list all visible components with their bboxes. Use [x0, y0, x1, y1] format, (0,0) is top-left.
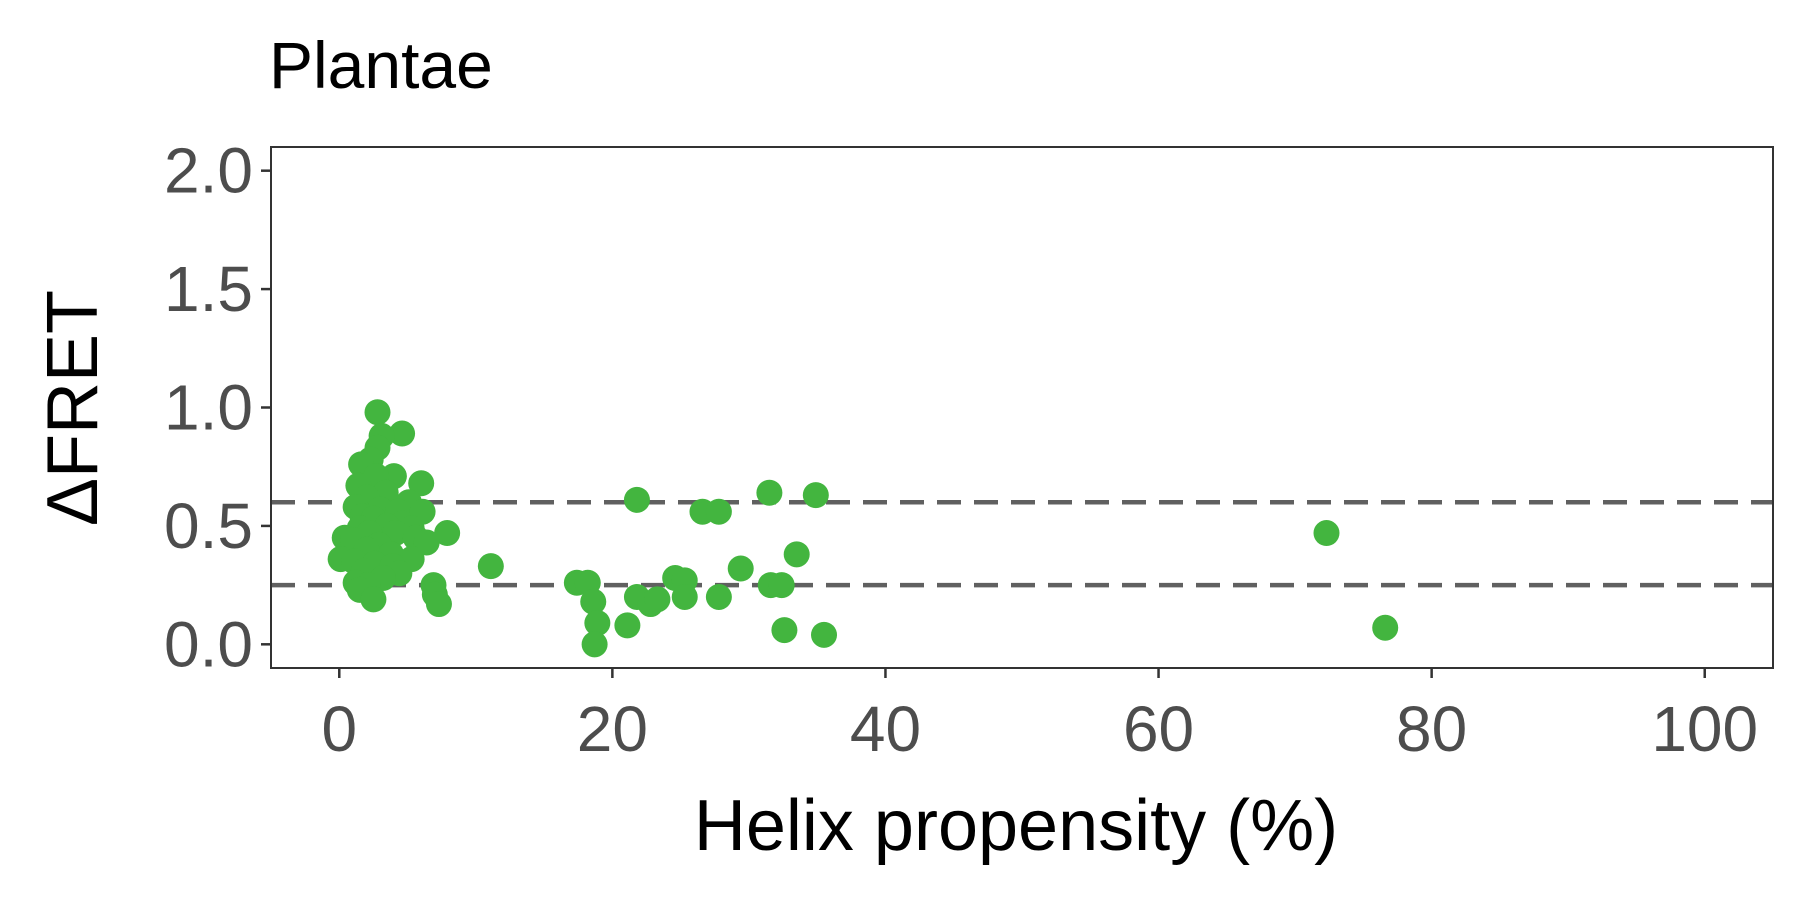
- data-point: [802, 482, 829, 509]
- y-tick-label: 1.0: [164, 372, 253, 444]
- data-point: [623, 486, 650, 513]
- data-point: [671, 583, 698, 610]
- y-axis-title: ΔFRET: [33, 290, 113, 526]
- plot-panel-background: [271, 147, 1773, 668]
- chart-title: Plantae: [269, 28, 493, 102]
- data-point: [434, 520, 461, 547]
- x-tick-label: 0: [321, 693, 357, 765]
- data-point: [705, 583, 732, 610]
- x-tick-label: 40: [850, 693, 921, 765]
- y-tick-label: 1.5: [164, 253, 253, 325]
- data-point: [360, 586, 387, 613]
- x-tick-label: 20: [577, 693, 648, 765]
- data-point: [811, 621, 838, 648]
- x-axis-title: Helix propensity (%): [694, 786, 1338, 866]
- y-tick-label: 0.5: [164, 490, 253, 562]
- data-point: [408, 470, 435, 497]
- data-point: [614, 612, 641, 639]
- data-point: [389, 420, 416, 447]
- y-tick-label: 2.0: [164, 135, 253, 207]
- data-point: [425, 591, 452, 618]
- plot-area: 0 20 40 60 80 100 0.0 0.5 1.0 1.5 2.0: [164, 135, 1774, 765]
- y-tick-label: 0.0: [164, 608, 253, 680]
- data-point: [1372, 614, 1399, 641]
- data-point: [756, 479, 783, 506]
- data-point: [364, 399, 391, 426]
- data-point: [1313, 520, 1340, 547]
- data-point: [771, 617, 798, 644]
- data-point: [413, 529, 440, 556]
- data-point: [705, 498, 732, 525]
- data-point: [727, 555, 754, 582]
- x-tick-label: 60: [1123, 693, 1194, 765]
- data-point: [477, 553, 504, 580]
- data-point: [584, 610, 611, 637]
- data-point: [580, 588, 607, 615]
- data-point: [581, 631, 608, 658]
- x-tick-label: 80: [1396, 693, 1467, 765]
- data-point: [644, 586, 671, 613]
- data-point: [768, 572, 795, 599]
- x-tick-label: 100: [1651, 693, 1758, 765]
- data-point: [783, 541, 810, 568]
